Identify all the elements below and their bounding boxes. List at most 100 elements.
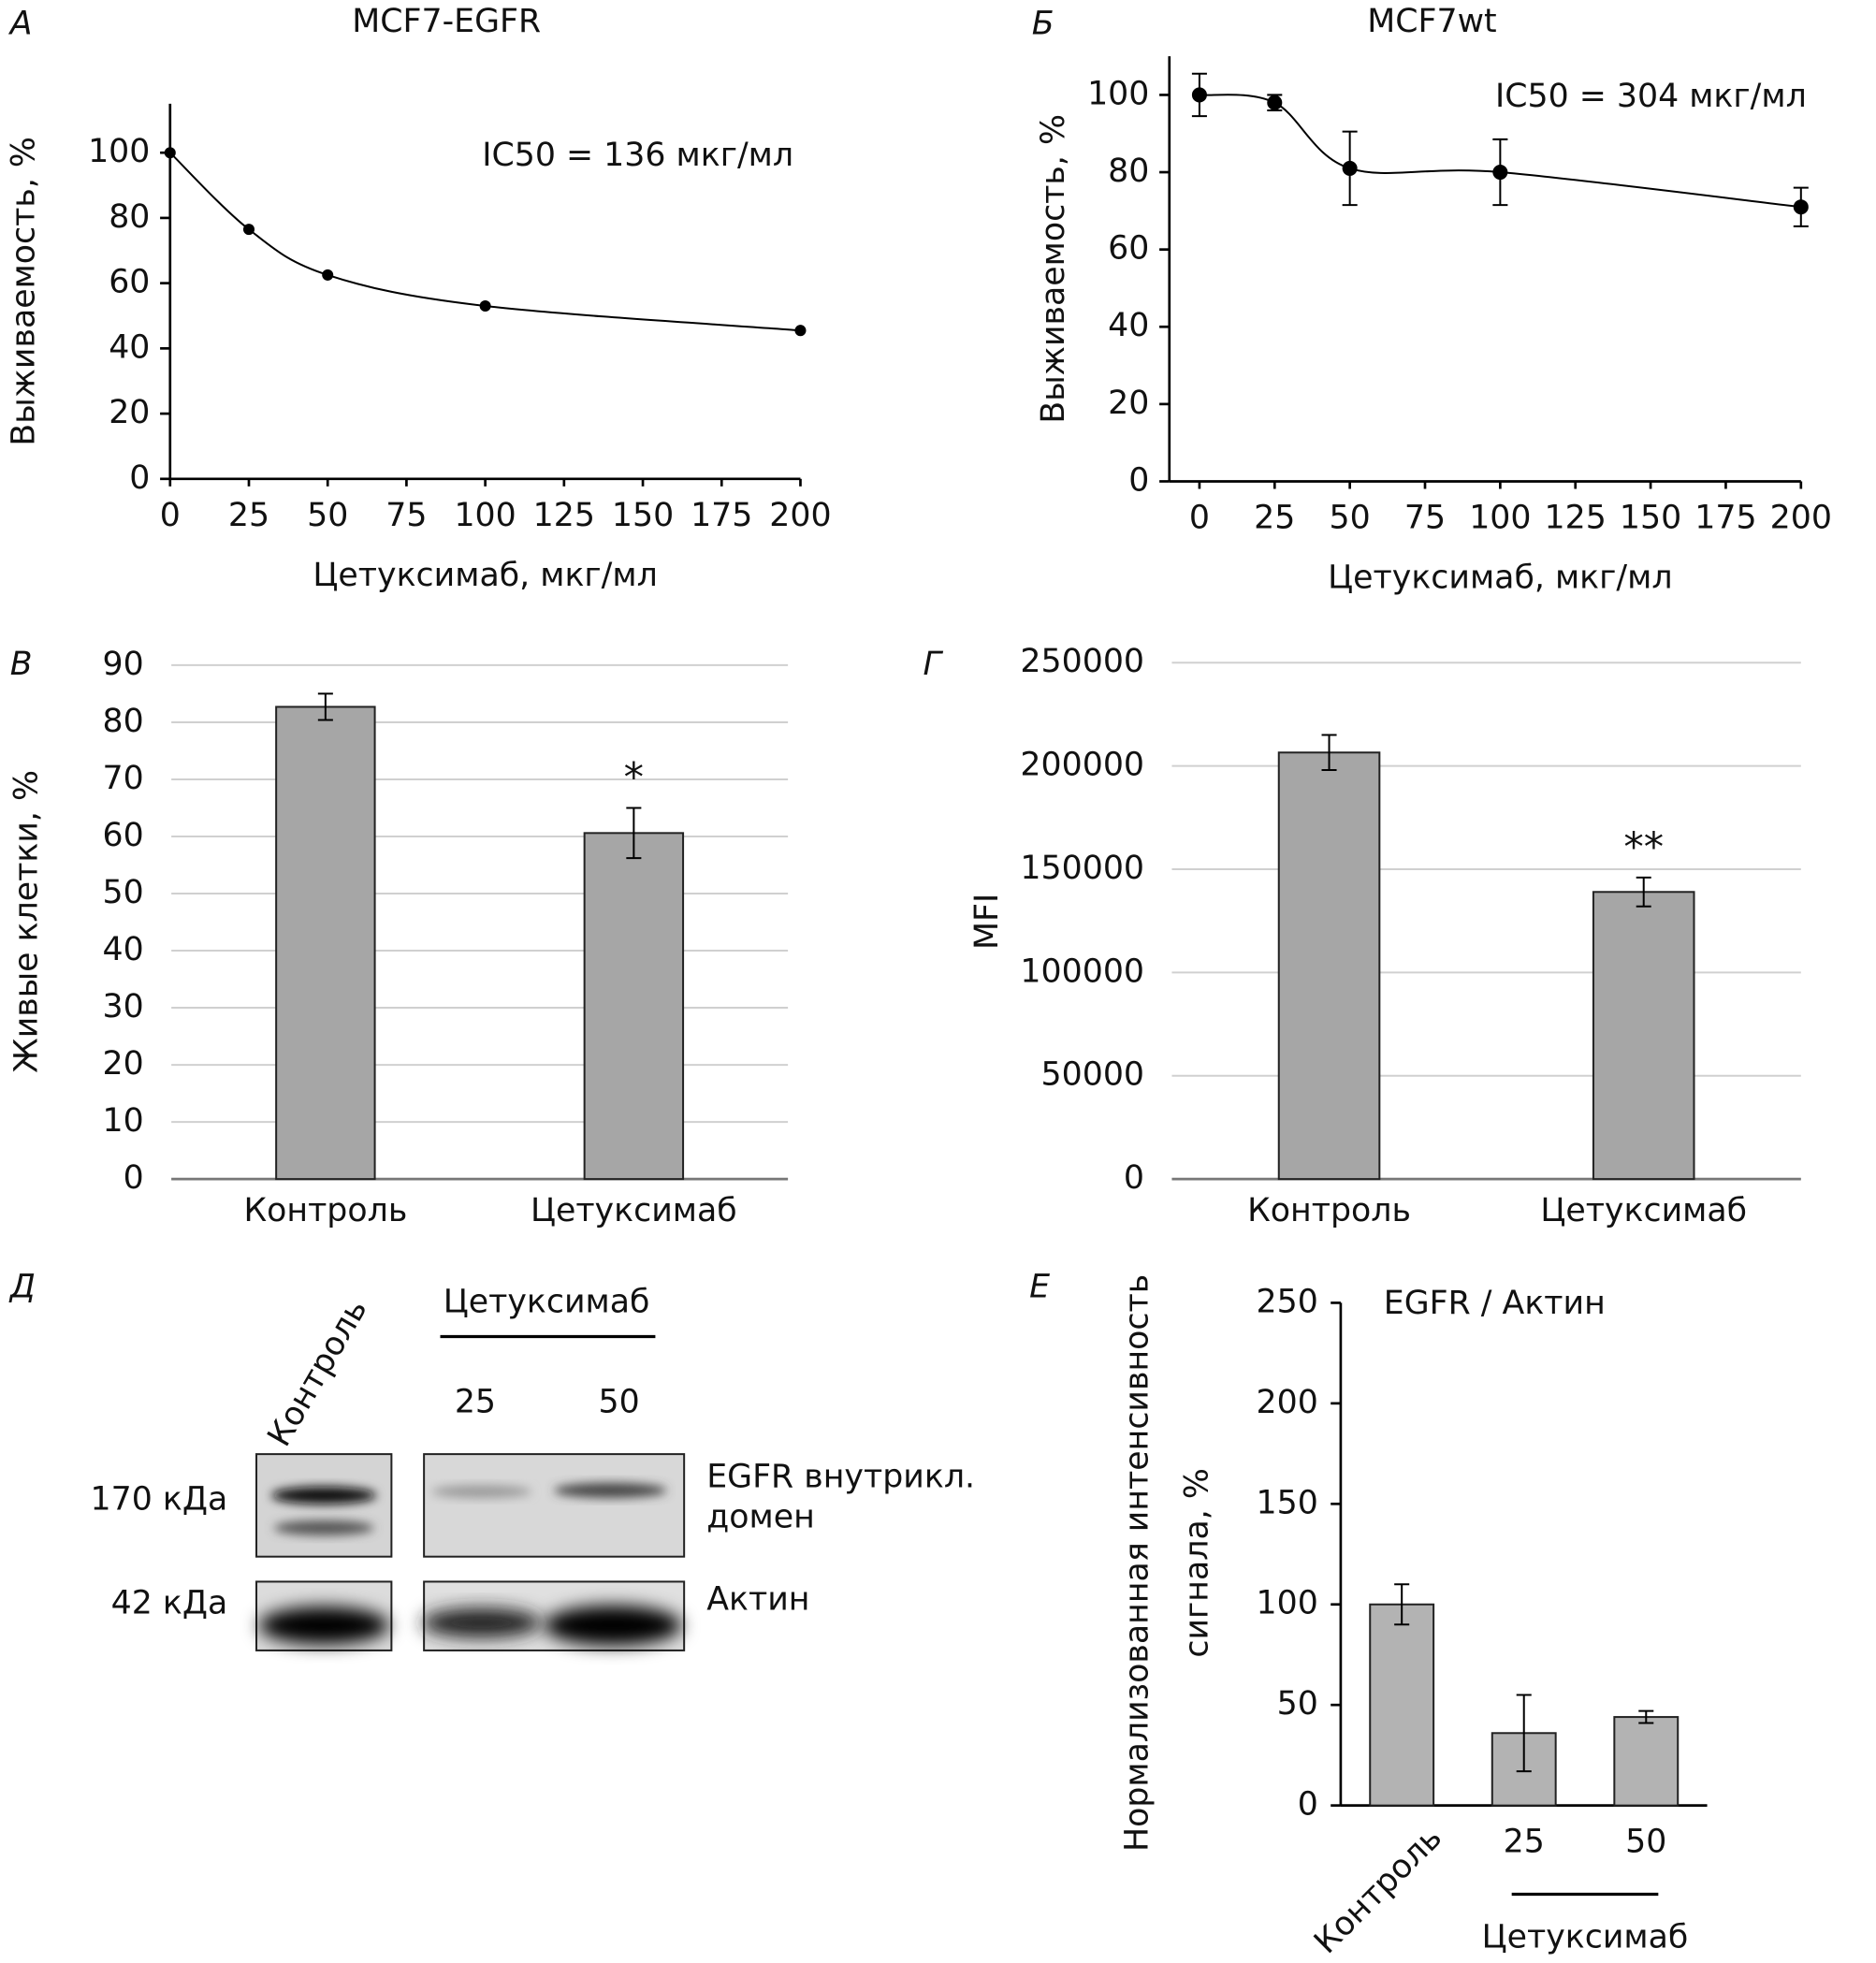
chart-title: MCF7wt (1367, 3, 1496, 40)
point (479, 300, 491, 313)
y-axis-label: MFI (968, 894, 1006, 950)
y-axis-label: Выживаемость, % (6, 137, 43, 446)
panel-label: Г (923, 646, 943, 683)
x-tick-label: Цетуксимаб (531, 1192, 737, 1229)
y-tick-label: 60 (1108, 230, 1149, 268)
error-bar (1516, 1694, 1532, 1773)
band (271, 1486, 377, 1505)
error-bar (317, 692, 333, 721)
y-tick-label: 0 (129, 459, 150, 497)
point (794, 325, 807, 337)
point (1267, 95, 1283, 110)
bar (1277, 751, 1381, 1181)
x-tick-label: 175 (691, 497, 752, 534)
panel-label: Б (1032, 6, 1054, 43)
y-tick-label: 50 (1277, 1685, 1318, 1723)
point (242, 224, 255, 236)
x-tick-label: 75 (385, 497, 427, 534)
band-label: домен (706, 1498, 815, 1535)
band (421, 1607, 542, 1638)
y-tick-label: 100 (88, 133, 150, 170)
y-tick-label: 150000 (1020, 850, 1144, 887)
x-tick-label: 50 (1330, 500, 1371, 537)
point (1793, 199, 1809, 215)
blot-image (255, 1453, 393, 1558)
band (544, 1605, 682, 1646)
y-tick-label: 200000 (1020, 747, 1144, 784)
band (554, 1482, 667, 1498)
group-label: Цетуксимаб (444, 1283, 650, 1320)
x-tick-label: Цетуксимаб (1540, 1192, 1747, 1229)
point (1342, 160, 1358, 176)
x-tick-label: 0 (1189, 500, 1210, 537)
panel-label: Е (1029, 1268, 1050, 1305)
lane-label: 25 (455, 1383, 496, 1420)
y-tick-label: 0 (124, 1159, 144, 1197)
marker-label: 42 кДа (111, 1584, 228, 1621)
y-axis-label: Нормализованная интенсивность (1118, 1274, 1156, 1852)
x-tick-label: Контроль (1247, 1192, 1411, 1229)
x-tick-label: Контроль (243, 1192, 407, 1229)
y-axis-label: Выживаемость, % (1035, 114, 1072, 424)
x-tick-label: 50 (307, 497, 348, 534)
y-axis-label: сигнала, % (1179, 1468, 1216, 1657)
panel-label: А (8, 6, 33, 43)
y-tick-label: 80 (109, 198, 150, 236)
bar (583, 832, 685, 1181)
y-tick-label: 40 (109, 328, 150, 366)
y-tick-label: 80 (1108, 153, 1149, 190)
x-tick-label: 0 (160, 497, 181, 534)
y-tick-label: 150 (1257, 1484, 1318, 1521)
panel-label: В (10, 646, 33, 683)
y-tick-label: 0 (1298, 1786, 1318, 1824)
bar (275, 705, 376, 1181)
y-tick-label: 200 (1257, 1384, 1318, 1421)
blot-image (423, 1453, 686, 1558)
y-tick-label: 90 (103, 646, 144, 683)
x-tick-label: 150 (1620, 500, 1681, 537)
point (1191, 87, 1207, 103)
line (169, 152, 801, 332)
band (273, 1520, 374, 1535)
band-label: Актин (706, 1580, 809, 1618)
y-tick-label: 50 (103, 874, 144, 911)
x-tick-label: 100 (454, 497, 516, 534)
y-tick-label: 100 (1257, 1585, 1318, 1622)
y-tick-label: 0 (1124, 1159, 1144, 1197)
x-tick-label: 125 (533, 497, 595, 534)
y-tick-label: 20 (1108, 385, 1149, 422)
error-bar (1394, 1583, 1410, 1626)
point (322, 269, 334, 281)
x-axis-label: Цетуксимаб, мкг/мл (313, 557, 657, 594)
x-tick-label: 25 (1504, 1824, 1545, 1861)
point (164, 147, 176, 159)
y-tick-label: 70 (103, 760, 144, 797)
x-tick-label: 200 (1770, 500, 1832, 537)
y-tick-label: 100 (1087, 75, 1149, 112)
bar (1592, 891, 1695, 1181)
annotation: IC50 = 136 мкг/мл (482, 137, 793, 174)
x-tick-label: 100 (1469, 500, 1531, 537)
x-tick-label: Контроль (1307, 1819, 1449, 1961)
group-label: Цетуксимаб (1482, 1918, 1689, 1956)
y-axis-label: Живые клетки, % (7, 770, 45, 1073)
error-bar (1321, 734, 1337, 772)
y-tick-label: 20 (103, 1045, 144, 1083)
band-label: EGFR внутрикл. (706, 1459, 975, 1496)
chart-title: MCF7-EGFR (352, 3, 541, 40)
y-tick-label: 40 (103, 931, 144, 968)
error-bar (1638, 1709, 1654, 1724)
y-tick-label: 60 (103, 817, 144, 854)
annotation: IC50 = 304 мкг/мл (1495, 78, 1807, 115)
panel-label: Д (8, 1268, 36, 1305)
x-tick-label: 25 (1254, 500, 1295, 537)
y-tick-label: 10 (103, 1102, 144, 1140)
x-tick-label: 175 (1694, 500, 1756, 537)
band (431, 1485, 532, 1498)
x-tick-label: 150 (612, 497, 674, 534)
x-tick-label: 50 (1625, 1824, 1666, 1861)
lane-label: Контроль (261, 1293, 375, 1453)
y-tick-label: 60 (109, 264, 150, 301)
marker-label: 170 кДа (91, 1481, 228, 1519)
